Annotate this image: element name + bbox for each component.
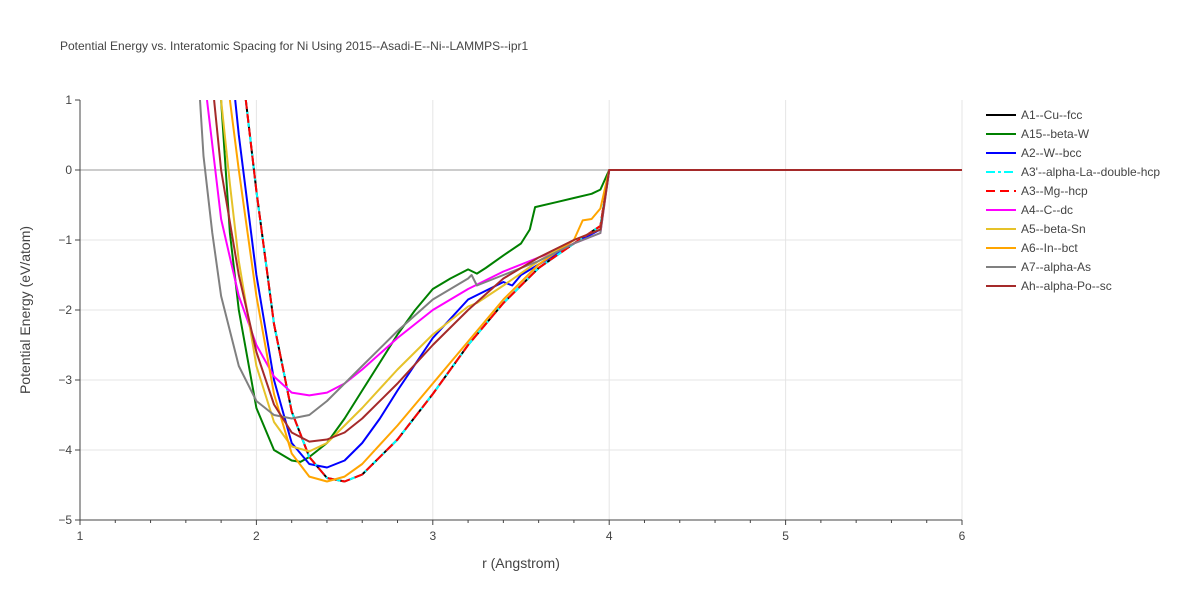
legend-label: A4--C--dc bbox=[1021, 203, 1073, 217]
legend-item[interactable]: A15--beta-W bbox=[986, 127, 1090, 141]
x-tick-label: 5 bbox=[782, 529, 789, 543]
legend-label: A5--beta-Sn bbox=[1021, 222, 1086, 236]
legend-label: A7--alpha-As bbox=[1021, 260, 1091, 274]
series-line-5 bbox=[244, 100, 962, 483]
legend-label: A15--beta-W bbox=[1021, 127, 1090, 141]
y-axis-title: Potential Energy (eV/atom) bbox=[17, 226, 33, 394]
y-tick-label: −4 bbox=[58, 443, 72, 457]
legend-label: A6--In--bct bbox=[1021, 241, 1078, 255]
legend-item[interactable]: Ah--alpha-Po--sc bbox=[986, 279, 1112, 293]
y-tick-label: −1 bbox=[58, 233, 72, 247]
y-tick-label: −2 bbox=[58, 303, 72, 317]
legend[interactable]: A1--Cu--fcc A15--beta-W A2--W--bcc A3'--alp… bbox=[986, 108, 1160, 293]
series-line-3 bbox=[234, 100, 962, 469]
y-tick-label: 0 bbox=[65, 163, 72, 177]
series-line-7 bbox=[220, 100, 962, 453]
axes: 1 2 3 4 5 6 1 0 −1 −2 −3 −4 −5 bbox=[58, 93, 965, 543]
legend-item[interactable]: A4--C--dc bbox=[986, 203, 1073, 217]
series-line-10 bbox=[213, 100, 962, 443]
x-tick-label: 6 bbox=[959, 529, 966, 543]
chart-title: Potential Energy vs. Interatomic Spacing… bbox=[60, 39, 528, 53]
legend-item[interactable]: A3'--alpha-La--double-hcp bbox=[986, 165, 1160, 179]
legend-item[interactable]: A7--alpha-As bbox=[986, 260, 1091, 274]
legend-label: Ah--alpha-Po--sc bbox=[1021, 279, 1112, 293]
series-line-4 bbox=[244, 100, 962, 483]
x-tick-label: 3 bbox=[429, 529, 436, 543]
legend-item[interactable]: A6--In--bct bbox=[986, 241, 1078, 255]
series-line-2 bbox=[220, 100, 962, 463]
x-tick-label: 2 bbox=[253, 529, 260, 543]
legend-label: A1--Cu--fcc bbox=[1021, 108, 1082, 122]
legend-item[interactable]: A1--Cu--fcc bbox=[986, 108, 1082, 122]
y-tick-label: 1 bbox=[65, 93, 72, 107]
legend-label: A3--Mg--hcp bbox=[1021, 184, 1088, 198]
legend-item[interactable]: A3--Mg--hcp bbox=[986, 184, 1088, 198]
series-line-9 bbox=[199, 100, 962, 420]
legend-item[interactable]: A2--W--bcc bbox=[986, 146, 1081, 160]
series-lines bbox=[199, 100, 962, 483]
legend-label: A2--W--bcc bbox=[1021, 146, 1081, 160]
x-axis-title: r (Angstrom) bbox=[482, 555, 560, 571]
x-tick-label: 1 bbox=[77, 529, 84, 543]
series-line-8 bbox=[228, 100, 962, 483]
y-tick-label: −3 bbox=[58, 373, 72, 387]
y-tick-label: −5 bbox=[58, 513, 72, 527]
series-line-1 bbox=[244, 100, 962, 483]
grid-lines bbox=[80, 100, 963, 520]
x-tick-label: 4 bbox=[606, 529, 613, 543]
series-line-6 bbox=[206, 100, 962, 397]
legend-label: A3'--alpha-La--double-hcp bbox=[1021, 165, 1160, 179]
legend-item[interactable]: A5--beta-Sn bbox=[986, 222, 1086, 236]
